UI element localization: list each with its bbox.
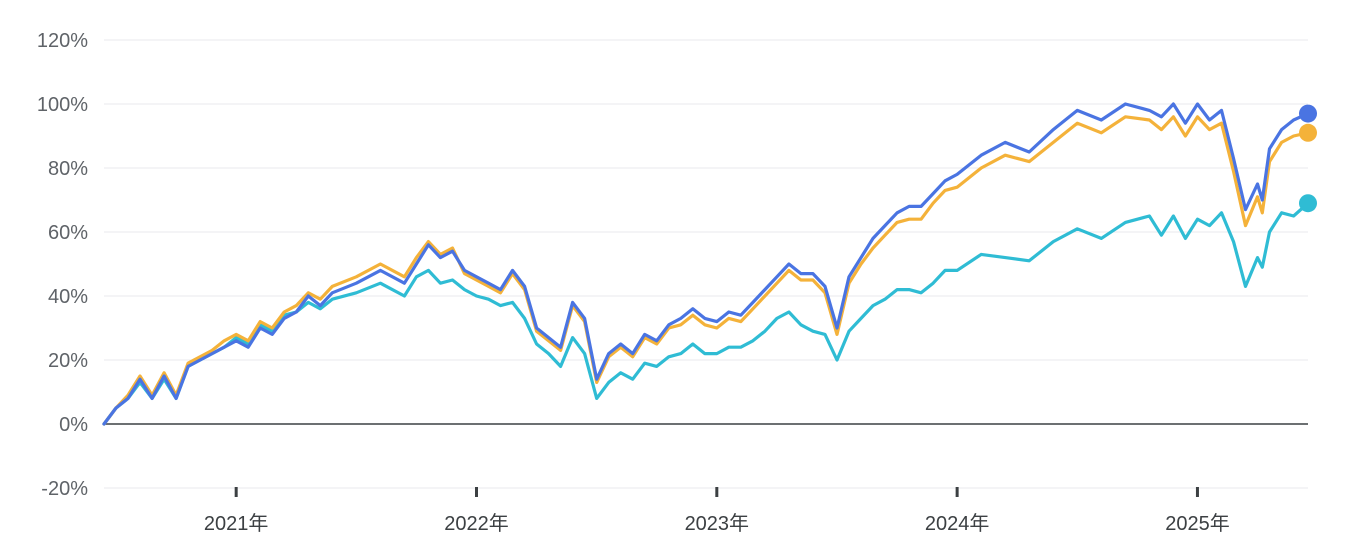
- y-tick-label: 60%: [48, 222, 88, 244]
- series-line-2: [102, 115, 1310, 426]
- series-end-marker-2: [1299, 123, 1317, 142]
- x-tick-label: 2021年: [204, 512, 269, 535]
- x-tick-label: 2025年: [1165, 512, 1230, 535]
- x-axis-ticks: 2021年 2022年 2023年 2024年 2025年: [204, 487, 1230, 535]
- series-end-markers: [1299, 104, 1317, 213]
- series-end-marker-3: [1299, 194, 1317, 213]
- y-tick-label: 120%: [37, 30, 88, 52]
- x-tick-label: 2024年: [925, 512, 990, 535]
- x-tick-label: 2022年: [444, 512, 509, 535]
- y-tick-label: 80%: [48, 158, 88, 180]
- series-line-1: [102, 102, 1310, 426]
- series-end-marker-1: [1299, 104, 1317, 123]
- y-tick-label: 0%: [59, 414, 88, 436]
- gridlines: [104, 39, 1308, 489]
- y-tick-label: 100%: [37, 94, 88, 116]
- series-lines: [102, 102, 1310, 426]
- series-line-3: [102, 201, 1310, 426]
- y-tick-label: 40%: [48, 286, 88, 308]
- y-axis-ticks: 120% 100% 80% 60% 40% 20% 0% -20%: [37, 30, 88, 500]
- y-tick-label: -20%: [41, 478, 88, 500]
- x-tick-label: 2023年: [685, 512, 750, 535]
- y-tick-label: 20%: [48, 350, 88, 372]
